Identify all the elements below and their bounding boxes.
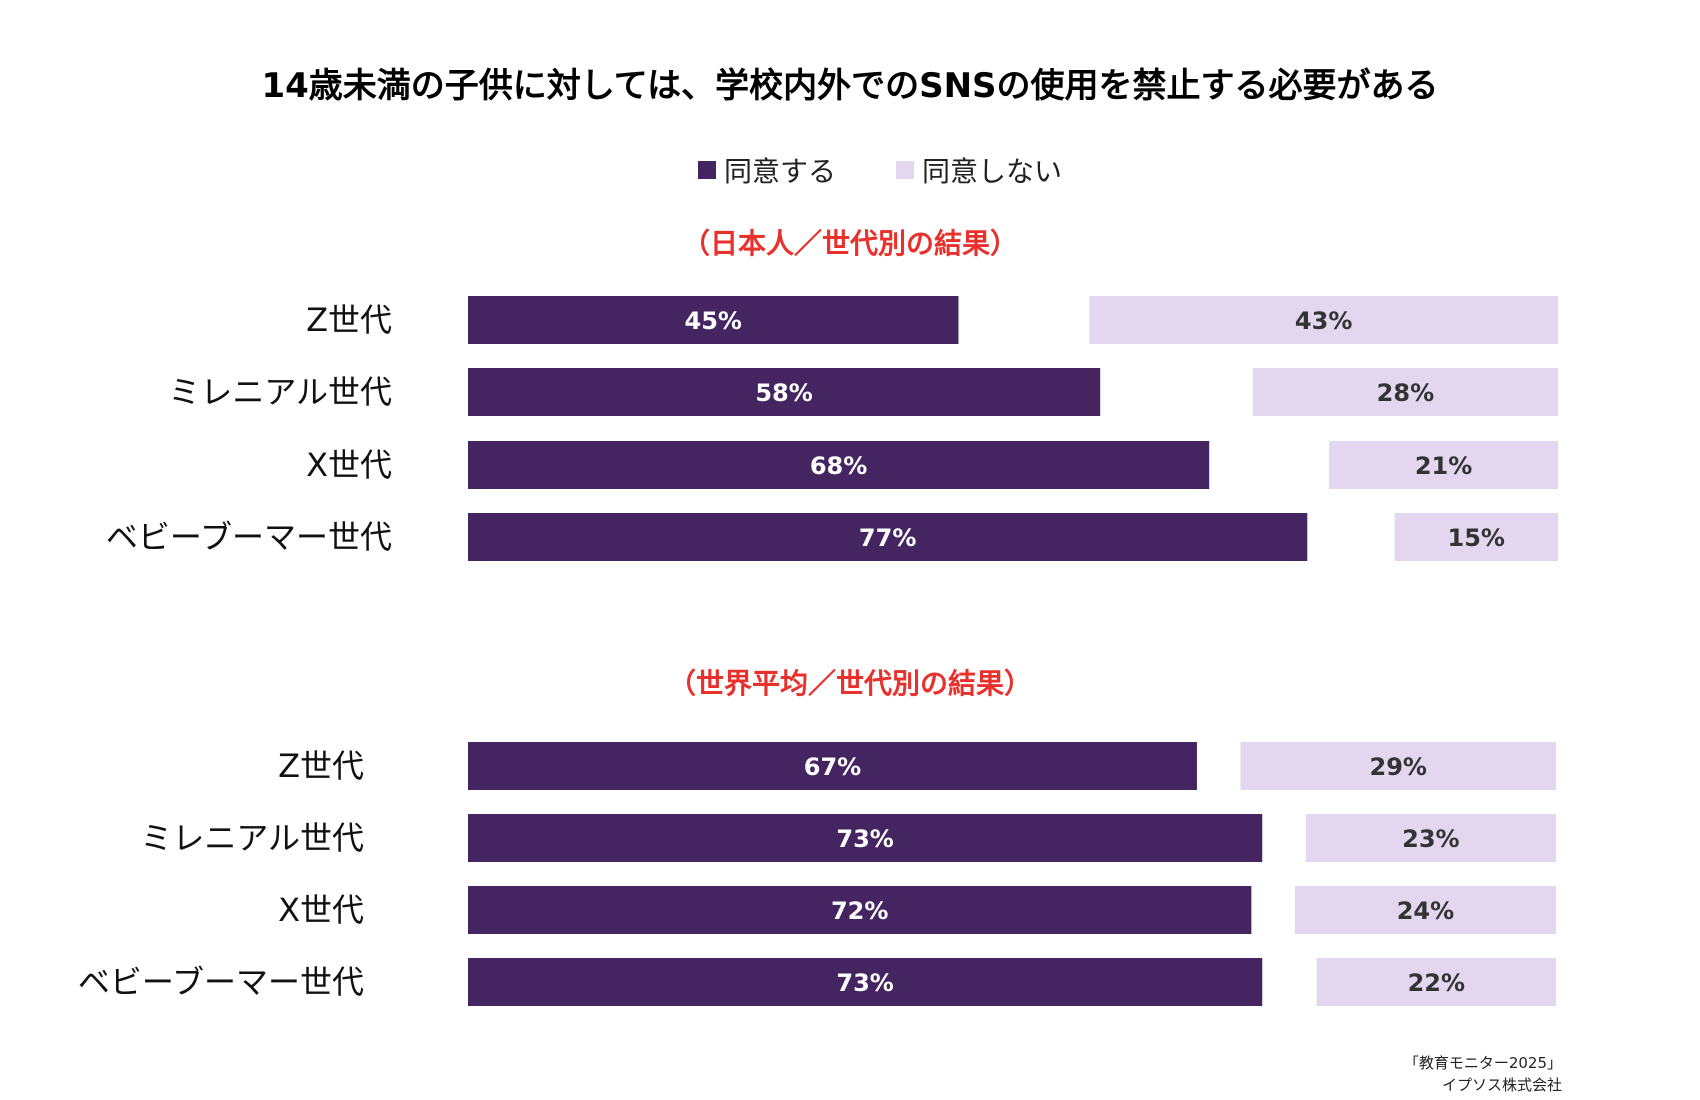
category-label: ベビーブーマー世代	[106, 518, 392, 556]
bar-disagree	[1089, 296, 1558, 344]
category-label: ベビーブーマー世代	[78, 963, 364, 1001]
legend: 同意する 同意しない	[0, 150, 1700, 190]
legend-item-disagree: 同意しない	[896, 150, 1062, 190]
bar-agree	[468, 368, 1101, 416]
data-label-disagree: 21%	[1415, 452, 1472, 480]
data-label-disagree: 28%	[1377, 379, 1434, 407]
bar-disagree	[1240, 742, 1556, 790]
bar-agree	[468, 958, 1263, 1006]
data-label-agree: 45%	[685, 307, 742, 335]
data-label-agree: 73%	[836, 825, 893, 853]
bar-disagree	[1294, 886, 1556, 934]
data-label-agree: 77%	[859, 524, 916, 552]
data-label-disagree: 29%	[1370, 753, 1427, 781]
category-label: X世代	[278, 891, 364, 929]
section-title-japan: （日本人／世代別の結果）	[681, 227, 1018, 260]
legend-item-agree: 同意する	[697, 150, 836, 190]
source-line-1: 「教育モニター2025」	[1403, 1054, 1562, 1072]
chart-title: 14歳未満の子供に対しては、学校内外でのSNSの使用を禁止する必要がある	[261, 66, 1439, 106]
legend-swatch-agree	[697, 161, 716, 179]
data-label-disagree: 23%	[1402, 825, 1459, 853]
data-label-disagree: 43%	[1295, 307, 1352, 335]
data-label-agree: 72%	[831, 897, 888, 925]
legend-label-disagree: 同意しない	[922, 155, 1063, 188]
data-label-disagree: 24%	[1397, 897, 1454, 925]
data-label-disagree: 22%	[1408, 969, 1465, 997]
category-label: Z世代	[278, 747, 364, 785]
bar-disagree	[1305, 814, 1556, 862]
data-label-agree: 67%	[804, 753, 861, 781]
bar-agree	[468, 441, 1210, 489]
bar-agree	[468, 814, 1263, 862]
source-line-2: イプソス株式会社	[1441, 1076, 1562, 1094]
category-label: ミレニアル世代	[140, 819, 364, 857]
data-label-disagree: 15%	[1448, 524, 1505, 552]
bar-agree	[468, 513, 1308, 561]
category-label: X世代	[306, 446, 392, 484]
section-title-global: （世界平均／世代別の結果）	[667, 667, 1032, 700]
legend-label-agree: 同意する	[723, 155, 836, 188]
data-label-agree: 58%	[755, 379, 812, 407]
category-label: ミレニアル世代	[168, 373, 392, 411]
bar-agree	[468, 886, 1252, 934]
bar-disagree	[1329, 441, 1558, 489]
bar-agree	[468, 742, 1197, 790]
bar-agree	[468, 296, 959, 344]
bar-disagree	[1394, 513, 1558, 561]
bar-disagree	[1316, 958, 1556, 1006]
legend-swatch-disagree	[896, 161, 914, 179]
source-note: 「教育モニター2025」 イプソス株式会社	[1404, 1052, 1562, 1096]
data-label-agree: 73%	[836, 969, 893, 997]
data-label-agree: 68%	[810, 452, 867, 480]
category-label: Z世代	[306, 301, 392, 339]
bar-disagree	[1252, 368, 1558, 416]
